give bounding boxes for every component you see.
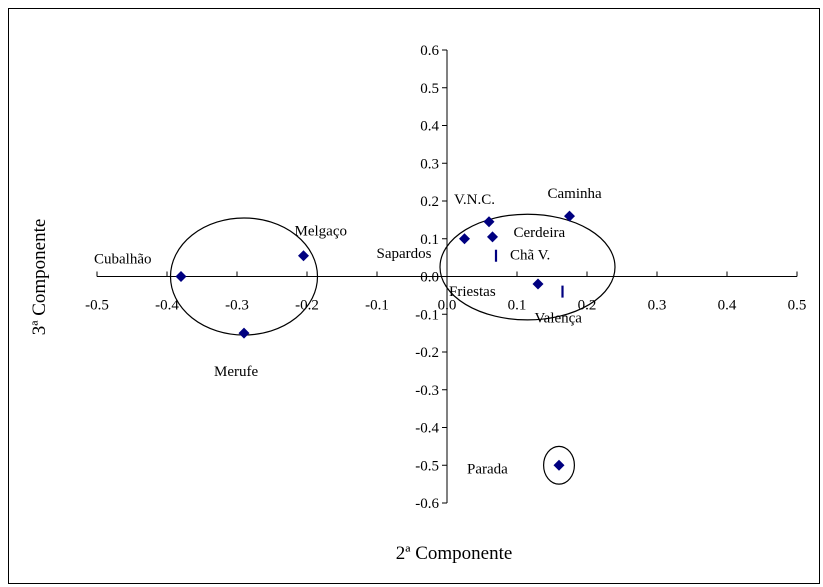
point-label-cubalh-o: Cubalhão — [94, 252, 152, 268]
point-marker-friestas — [532, 278, 544, 290]
y-tick-label: -0.6 — [415, 496, 439, 512]
point-label-merufe: Merufe — [214, 364, 258, 380]
data-points — [175, 210, 575, 471]
y-tick-label: 0.6 — [420, 43, 439, 59]
group-ellipse — [542, 445, 575, 485]
point-label-sapardos: Sapardos — [377, 246, 432, 262]
y-tick-label: 0.5 — [420, 81, 439, 97]
y-tick-label: 0.0 — [420, 270, 439, 286]
y-axis-title: 3ª Componente — [29, 219, 50, 336]
y-tick-label: -0.2 — [415, 345, 439, 361]
point-label-v-n-c-: V.N.C. — [454, 192, 495, 208]
x-tick-label: -0.5 — [85, 298, 109, 314]
point-label-cerdeira: Cerdeira — [514, 225, 566, 241]
x-tick-label: -0.1 — [365, 298, 389, 314]
point-label-parada: Parada — [467, 461, 508, 477]
point-marker-merufe — [238, 327, 250, 339]
point-label-caminha: Caminha — [548, 186, 602, 202]
x-tick-label: 0.1 — [508, 298, 527, 314]
x-tick-labels: -0.5 -0.4 -0.3 -0.2 -0.1 0.0 0.1 0.2 0.3 0.4 0.5 — [85, 298, 806, 314]
point-marker-caminha — [564, 210, 575, 222]
y-tick-label: 0.1 — [420, 232, 439, 248]
x-tick-label: -0.2 — [295, 298, 319, 314]
point-marker-cerdeira — [487, 231, 498, 243]
y-tick-labels: 0.6 0.5 0.4 0.3 0.2 0.1 0.0 -0.1 -0.2 -0.3 -0.4 -0.… — [415, 43, 439, 512]
point-label-valen-a: Valença — [535, 311, 583, 327]
point-label-melga-o: Melgaço — [295, 224, 347, 240]
point-label-friestas: Friestas — [449, 284, 496, 300]
y-tick-label: 0.2 — [420, 194, 439, 210]
point-marker-parada — [553, 459, 565, 471]
x-axis-title: 2ª Componente — [396, 543, 513, 564]
chart-frame — [8, 8, 820, 584]
x-tick-label: 0.0 — [438, 298, 457, 314]
y-tick-label: -0.3 — [415, 383, 439, 399]
y-tick-label: -0.1 — [415, 307, 439, 323]
point-marker-cubalh-o — [175, 271, 187, 282]
x-tick-label: -0.4 — [155, 298, 179, 314]
x-tick-label: 0.5 — [788, 298, 807, 314]
x-tick-label: 0.3 — [648, 298, 667, 314]
y-tick-label: 0.4 — [420, 119, 439, 135]
y-tick-label: -0.4 — [415, 421, 439, 437]
y-tick-label: 0.3 — [420, 156, 439, 172]
y-tick-label: -0.5 — [415, 458, 439, 474]
axes — [96, 49, 798, 504]
point-marker-melga-o — [298, 250, 309, 262]
x-tick-label: 0.4 — [718, 298, 737, 314]
point-marker-v-n-c- — [483, 216, 495, 228]
point-marker-sapardos — [459, 233, 470, 245]
point-label-ch-v-: Chã V. — [510, 248, 550, 264]
group-ellipse — [439, 213, 616, 321]
point-labels: Cubalhão Merufe Melgaço Sapardos V.N.C. Cerde… — [94, 186, 602, 477]
x-tick-label: -0.3 — [225, 298, 249, 314]
